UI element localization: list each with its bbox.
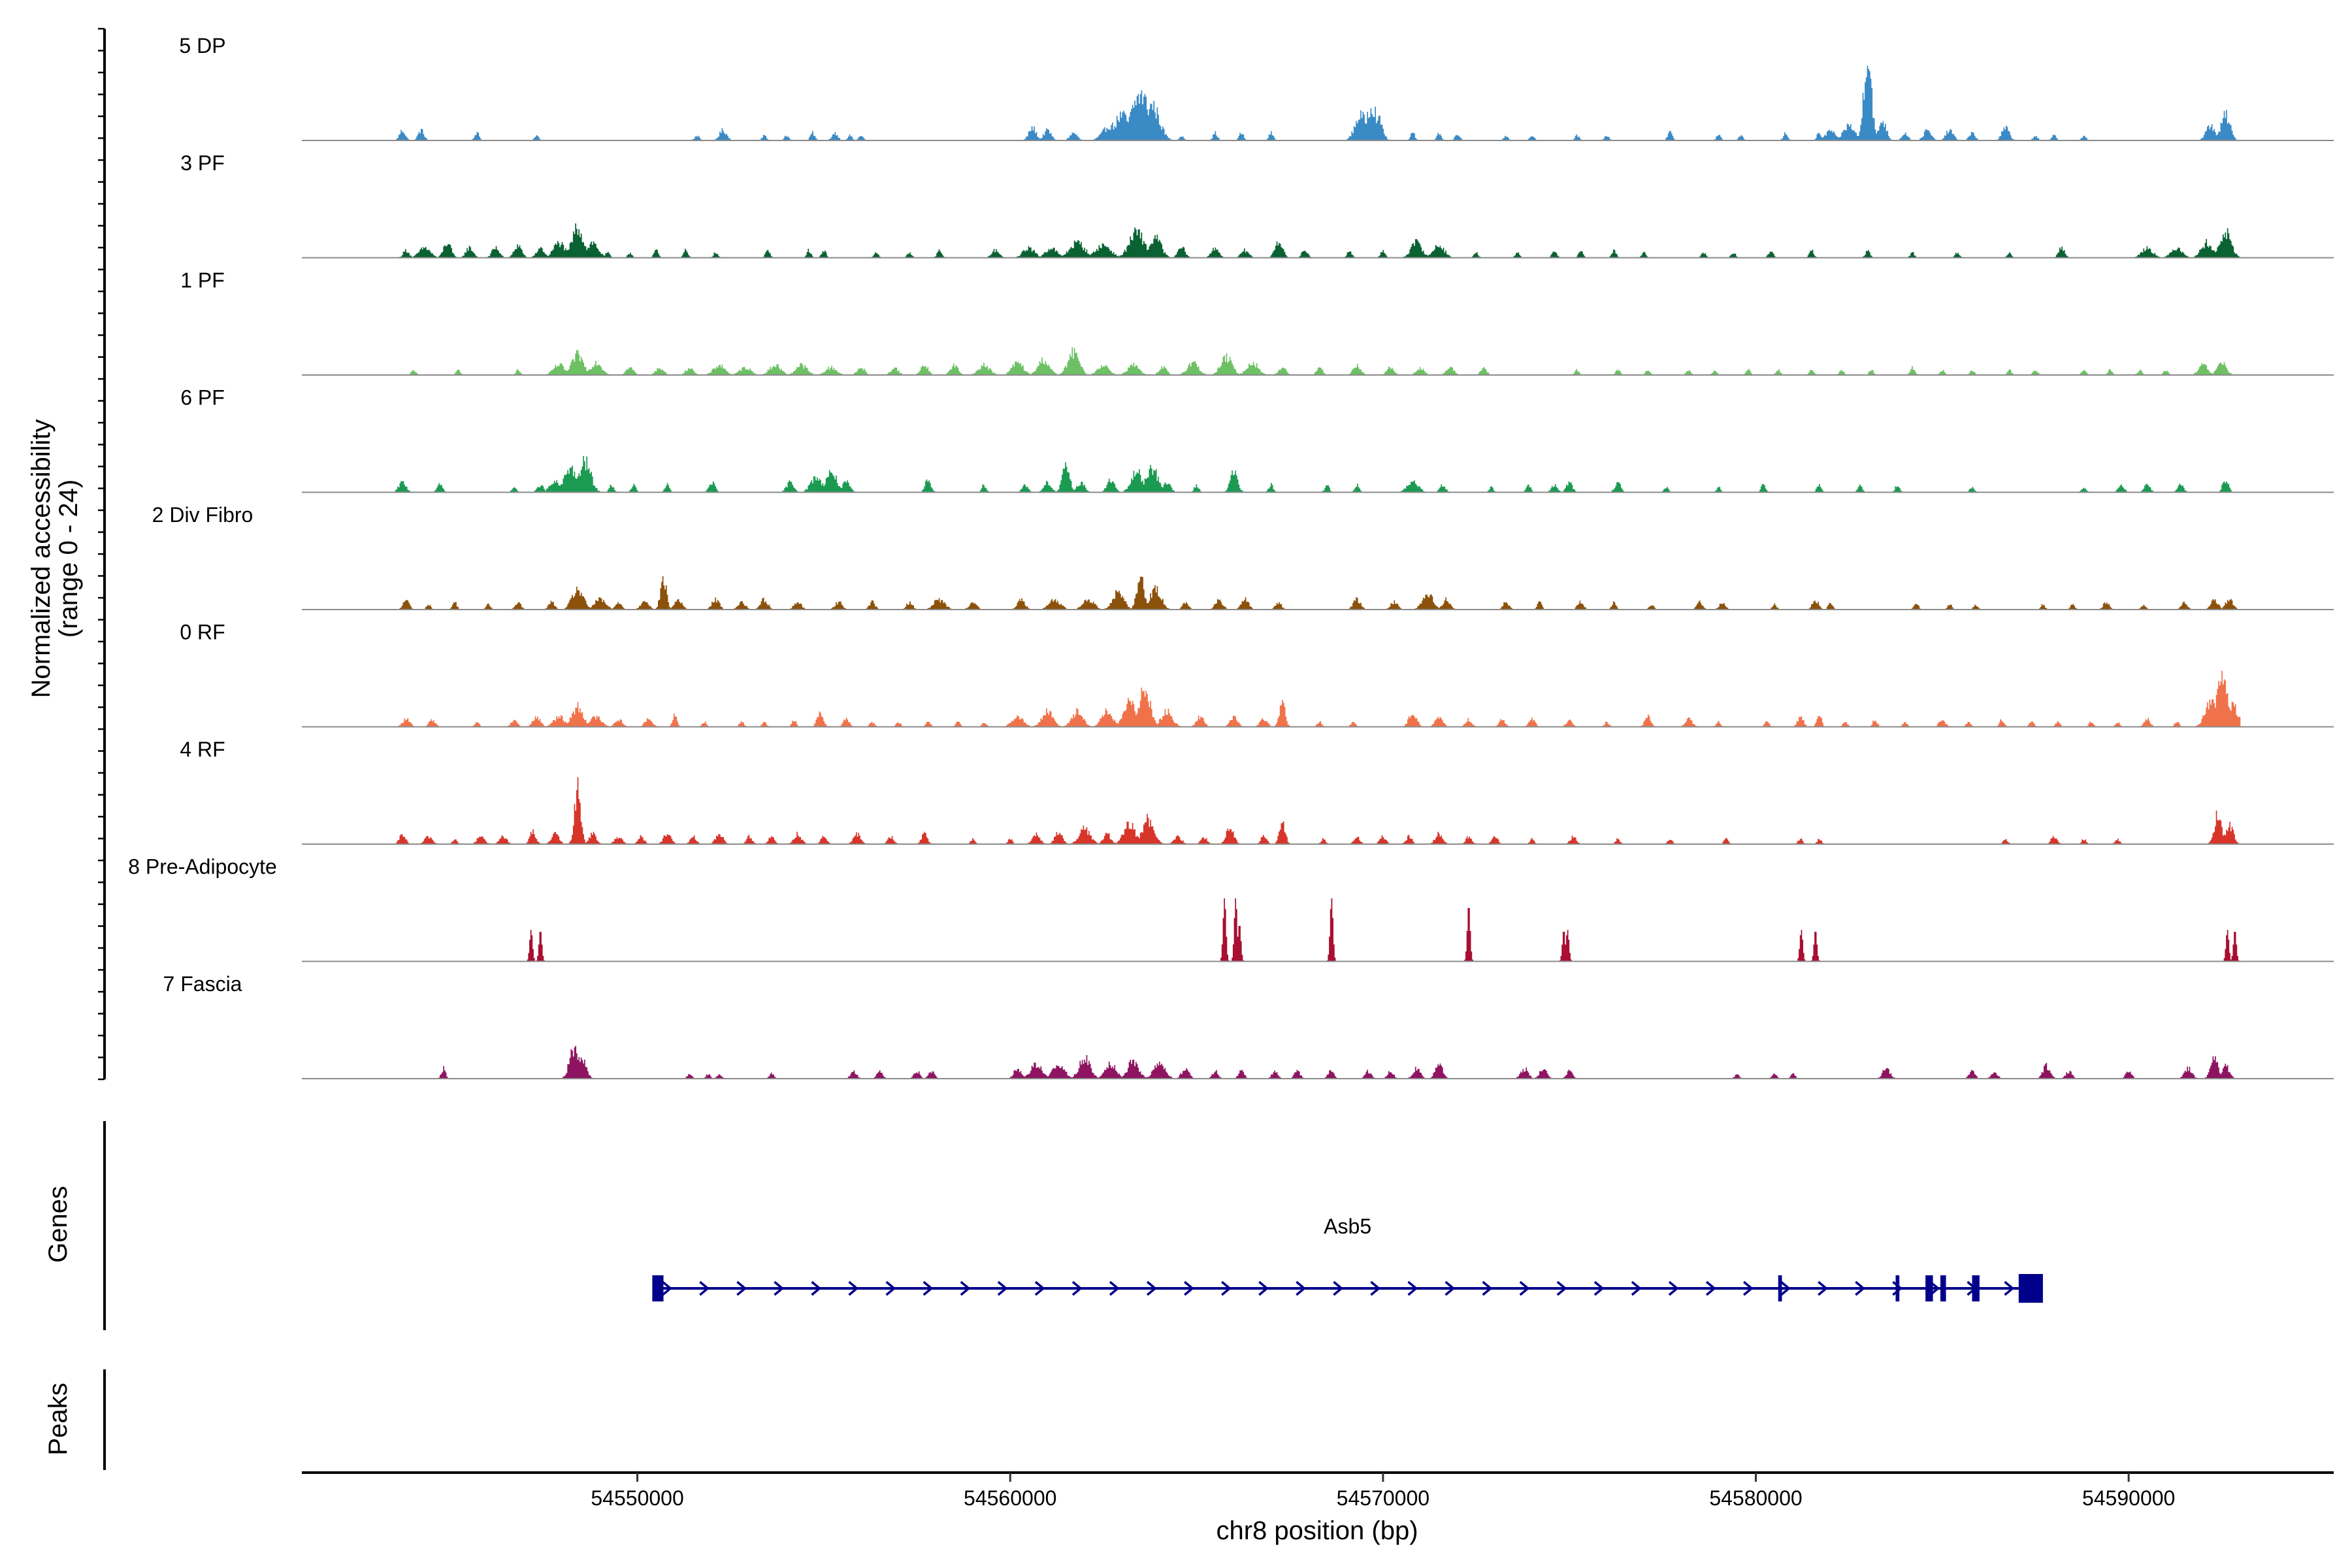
track-label: 5 DP [179,34,225,57]
strand-arrow [662,1281,672,1296]
gene-exon [1895,1275,1900,1301]
strand-arrow [1593,1281,1605,1296]
gene-track: Asb5 [103,1121,2043,1330]
track-label: 7 Fascia [163,972,242,996]
track-8-pre-adipocyte: 8 Pre-Adipocyte [128,855,2334,962]
strand-arrow [885,1281,896,1296]
x-tick-label: 54590000 [2082,1486,2175,1510]
strand-arrow [699,1281,710,1296]
strand-arrow [811,1281,822,1296]
strand-arrow [1184,1281,1194,1296]
strand-arrow [1221,1281,1232,1296]
gene-exon [652,1275,664,1301]
strand-arrow [1407,1281,1418,1296]
strand-arrow [923,1281,934,1296]
strand-arrow [848,1281,859,1296]
track-label: 0 RF [180,621,225,644]
strand-arrow [1742,1281,1754,1296]
x-tick-label: 54580000 [1709,1486,1802,1510]
track-2-div-fibro: 2 Div Fibro [152,503,2334,610]
strand-arrow [2004,1281,2015,1296]
gene-exon [1925,1275,1933,1301]
coverage-area [395,576,2241,610]
strand-arrow [1071,1281,1083,1296]
x-axis-label: chr8 position (bp) [1216,1516,1418,1545]
genes-track-label: Genes [44,1186,73,1263]
strand-arrow [1258,1281,1269,1296]
strand-arrow [1855,1281,1866,1296]
coverage-area [395,347,2241,375]
peaks-track-label: Peaks [44,1382,73,1455]
strand-arrow [1109,1281,1120,1296]
track-0-rf: 0 RF [180,621,2334,728]
x-tick-label: 54550000 [591,1486,683,1510]
track-5-dp: 5 DP [179,34,2334,141]
strand-arrow [1146,1281,1157,1296]
gene-exon [2018,1274,2043,1303]
track-4-rf: 4 RF [180,738,2334,845]
track-7-fascia: 7 Fascia [163,972,2334,1079]
strand-arrow [1482,1281,1493,1296]
strand-arrow [1780,1281,1791,1296]
track-label: 8 Pre-Adipocyte [128,855,277,879]
track-6-pf: 6 PF [180,386,2334,493]
x-tick-label: 54570000 [1337,1486,1429,1510]
coverage-area [395,1045,2241,1079]
strand-arrow [997,1281,1008,1296]
x-tick-label: 54560000 [964,1486,1056,1510]
y-axis-label-range: (range 0 - 24) [54,480,83,638]
y-axis-label: Normalized accessibility [27,419,56,698]
x-axis: 54550000 54560000 54570000 54580000 54590000 [302,1471,2334,1510]
track-label: 4 RF [180,738,225,761]
strand-arrow [1818,1281,1828,1296]
gene-name: Asb5 [1324,1215,1371,1238]
strand-arrow [1519,1281,1530,1296]
gene-exon [1940,1275,1946,1301]
track-label: 1 PF [180,269,225,292]
track-label: 2 Div Fibro [152,503,253,527]
strand-arrow [1668,1281,1679,1296]
coverage-area [395,223,2241,258]
coverage-area [395,670,2241,727]
strand-arrow [774,1281,785,1296]
coverage-tracks: 5 DP 3 PF 1 PF 6 PF 2 Div Fibro 0 RF 4 RF 8 Pre… [128,34,2334,1079]
strand-arrow [1333,1281,1344,1296]
strand-arrow [1892,1281,1903,1296]
strand-arrow [1445,1281,1456,1296]
y-axis [98,27,106,1081]
gene-exon [1972,1275,1980,1301]
track-1-pf: 1 PF [180,269,2334,376]
track-label: 6 PF [180,386,225,410]
strand-arrow [1705,1281,1716,1296]
coverage-area [395,456,2241,493]
strand-arrow [1370,1281,1381,1296]
strand-arrow [1631,1281,1642,1296]
track-label: 3 PF [180,152,225,175]
strand-arrow [1034,1281,1045,1296]
track-3-pf: 3 PF [180,152,2334,259]
strand-arrow [960,1281,971,1296]
strand-arrow [736,1281,747,1296]
strand-arrow [1296,1281,1307,1296]
coverage-area [395,777,2241,844]
coverage-area [395,65,2241,140]
gene-exon [1778,1275,1782,1301]
strand-arrow [1556,1281,1567,1296]
